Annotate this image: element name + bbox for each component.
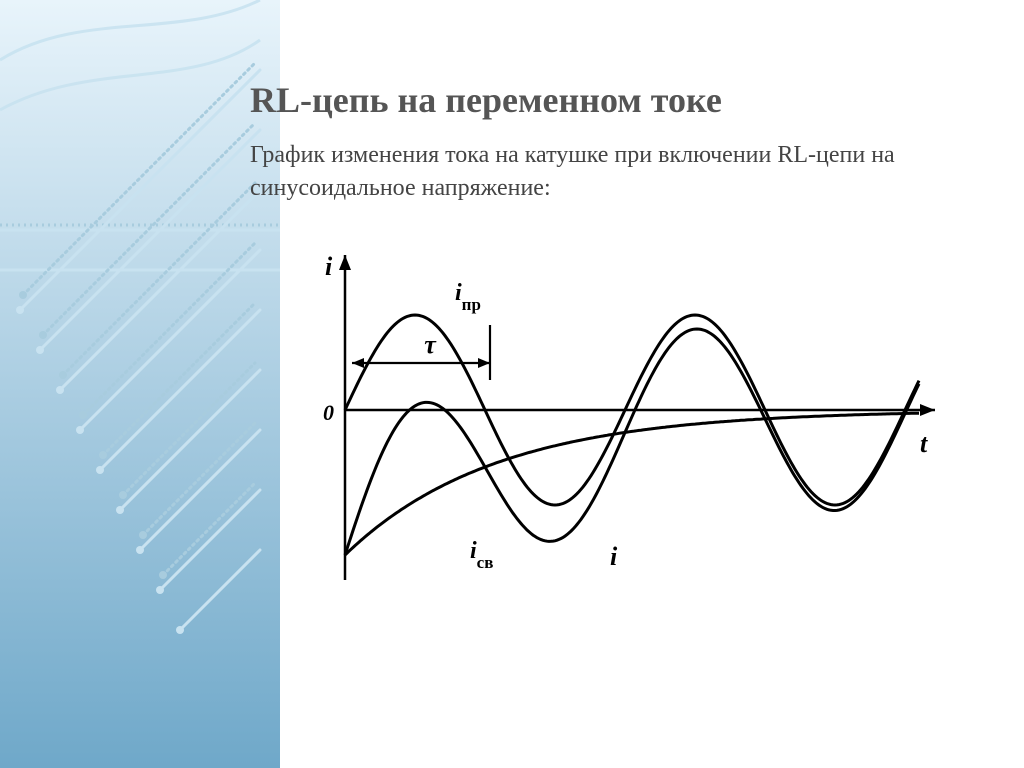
curve-i-sv <box>345 413 919 555</box>
slide-title: RL-цепь на переменном токе <box>250 80 970 121</box>
background-circuit-art <box>0 0 280 768</box>
slide: RL-цепь на переменном токе График измене… <box>0 0 1024 768</box>
tau-label: τ <box>424 330 437 359</box>
curve-label-isv: iсв <box>470 538 493 572</box>
curve-label-ipr: iпр <box>455 280 481 314</box>
axis-label-t: t <box>920 429 928 458</box>
slide-subtitle: График изменения тока на катушке при вкл… <box>250 139 970 204</box>
axis-label-origin: 0 <box>323 400 334 425</box>
content-area: RL-цепь на переменном токе График измене… <box>250 80 970 224</box>
curve-label-i: i <box>610 542 618 571</box>
axis-label-i: i <box>325 252 333 281</box>
rl-transient-chart: τ i 0 t iпр iсв i <box>290 245 950 605</box>
